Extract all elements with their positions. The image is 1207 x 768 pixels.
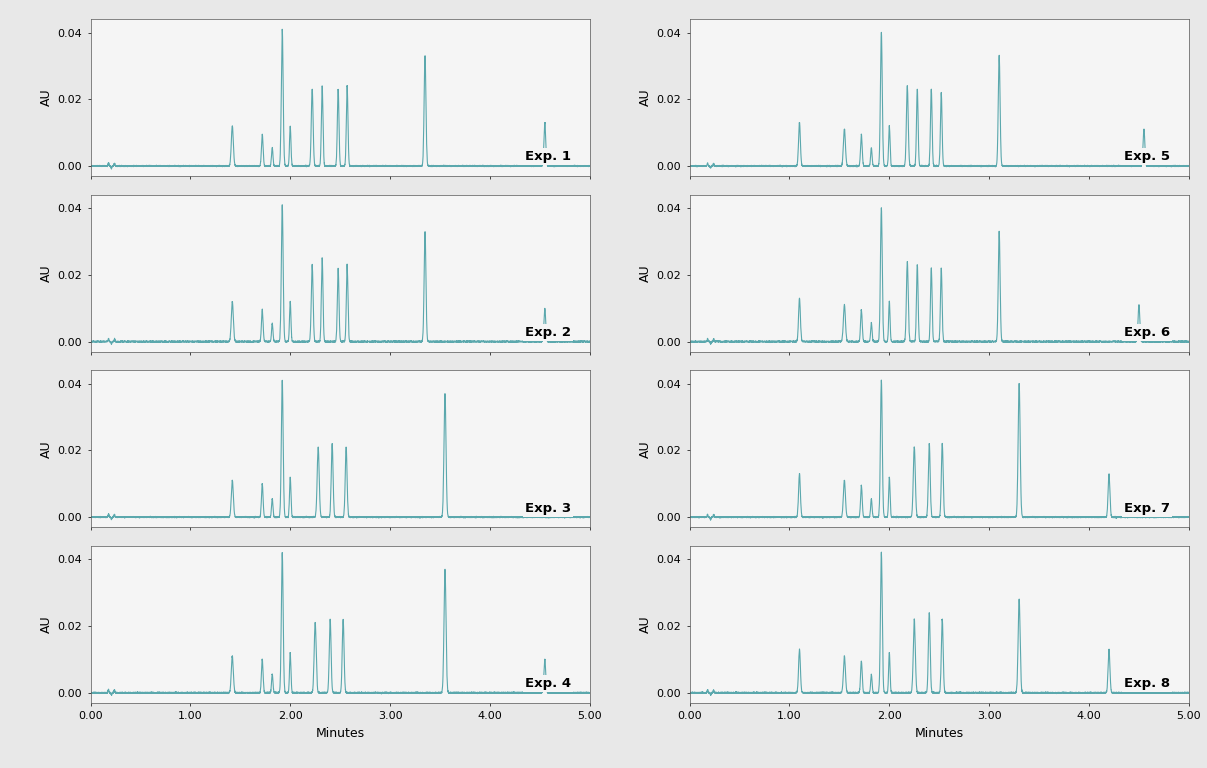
Y-axis label: AU: AU bbox=[40, 89, 53, 107]
Y-axis label: AU: AU bbox=[40, 264, 53, 282]
X-axis label: Minutes: Minutes bbox=[315, 727, 365, 740]
Text: Exp. 4: Exp. 4 bbox=[525, 677, 571, 690]
X-axis label: Minutes: Minutes bbox=[915, 727, 964, 740]
Y-axis label: AU: AU bbox=[640, 440, 653, 458]
Text: Exp. 7: Exp. 7 bbox=[1124, 502, 1170, 515]
Text: Exp. 2: Exp. 2 bbox=[525, 326, 571, 339]
Y-axis label: AU: AU bbox=[640, 89, 653, 107]
Text: Exp. 1: Exp. 1 bbox=[525, 151, 571, 164]
Text: Exp. 6: Exp. 6 bbox=[1124, 326, 1170, 339]
Text: Exp. 8: Exp. 8 bbox=[1124, 677, 1170, 690]
Y-axis label: AU: AU bbox=[640, 264, 653, 282]
Text: Exp. 5: Exp. 5 bbox=[1124, 151, 1170, 164]
Text: Exp. 3: Exp. 3 bbox=[525, 502, 571, 515]
Y-axis label: AU: AU bbox=[40, 440, 53, 458]
Y-axis label: AU: AU bbox=[40, 615, 53, 633]
Y-axis label: AU: AU bbox=[640, 615, 653, 633]
